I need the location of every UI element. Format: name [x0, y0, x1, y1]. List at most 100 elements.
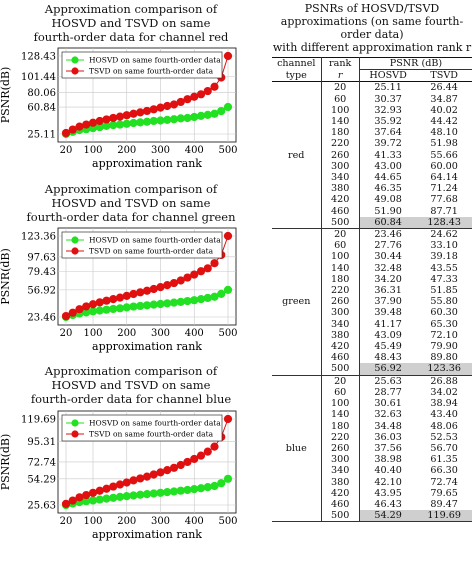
hosvd-cell: 46.35: [374, 183, 402, 195]
table-row: red 20 25.11 26.44: [272, 81, 472, 230]
chart-title-line: Approximation comparison of: [44, 2, 218, 16]
tsvd-cell: 48.10: [430, 127, 458, 139]
tsvd-cell: 71.24: [430, 183, 458, 195]
data-point: [163, 488, 172, 497]
data-point: [136, 490, 145, 499]
table-row: 180 34.48 48.06: [272, 420, 472, 432]
data-point: [210, 109, 219, 118]
data-point: [136, 288, 145, 297]
chart-title-line: HOSVD and TSVD on same: [51, 196, 211, 210]
tsvd-cell: 72.74: [430, 476, 458, 488]
legend-label: TSVD on same fourth-order data: [89, 67, 214, 76]
x-tick-label: 500: [218, 145, 237, 156]
data-point: [169, 487, 179, 496]
rank-cell: 260: [321, 296, 360, 308]
data-point: [190, 296, 199, 305]
tsvd-cell: 51.85: [430, 285, 458, 297]
data-point: [169, 115, 179, 124]
table-row: 460 51.90 87.71: [272, 205, 472, 217]
data-point: [163, 281, 172, 290]
x-tick-label: 300: [151, 516, 170, 527]
data-point: [102, 121, 111, 130]
y-tick-label: 56.92: [27, 285, 56, 296]
data-point: [129, 289, 138, 299]
data-point: [102, 484, 111, 493]
chart-title-line: fourth-order data for channel red: [33, 30, 229, 44]
legend-label: HOSVD on same fourth-order data: [89, 236, 221, 245]
data-point: [88, 118, 98, 127]
table-title-line: approximations (on same fourth-order dat…: [280, 15, 464, 41]
table-row: 420 49.08 77.68: [272, 194, 472, 206]
data-point: [190, 112, 199, 122]
data-point: [183, 485, 192, 495]
data-point: [122, 111, 131, 120]
data-point: [95, 495, 104, 504]
data-point: [196, 111, 206, 121]
data-point: [210, 442, 219, 451]
tsvd-cell: 79.65: [430, 487, 458, 499]
data-point: [156, 468, 165, 477]
y-tick-label: 123.36: [21, 232, 56, 243]
data-point: [149, 284, 158, 294]
header-tsvd: TSVD: [430, 70, 458, 82]
table-row: green 20 23.46 24.62: [272, 228, 472, 376]
hosvd-cell: 28.77: [374, 386, 402, 398]
data-point: [196, 267, 206, 276]
rank-cell: 300: [321, 454, 360, 466]
data-point: [82, 490, 91, 500]
data-point: [176, 276, 185, 285]
data-point: [183, 95, 192, 104]
tsvd-cell: 52.53: [430, 431, 458, 443]
data-point: [61, 128, 71, 138]
tsvd-cell: 26.44: [430, 82, 458, 94]
header-rank: rank: [321, 57, 360, 70]
chart-title-line: fourth-order data for channel blue: [30, 392, 232, 406]
rank-cell: 340: [321, 318, 360, 330]
rank-cell: 140: [321, 116, 360, 128]
hosvd-cell: 51.90: [374, 205, 402, 217]
tsvd-cell: 24.62: [430, 229, 458, 241]
data-point: [61, 311, 71, 321]
table-row: 380 43.09 72.10: [272, 329, 472, 342]
y-axis-label: PSNR(dB): [0, 434, 12, 491]
rank-cell: 20: [321, 375, 360, 387]
psnr-table-panel: PSNRs of HOSVD/TSVD approximations (on s…: [270, 0, 474, 523]
rank-cell: 380: [321, 329, 360, 342]
data-point: [82, 497, 91, 506]
data-point: [142, 489, 152, 499]
data-point: [115, 120, 125, 129]
rank-cell: 220: [321, 138, 360, 150]
hosvd-cell: 40.40: [374, 465, 402, 477]
hosvd-cell: 37.90: [374, 296, 402, 308]
x-tick-label: 300: [151, 145, 170, 156]
tsvd-cell: 61.35: [430, 454, 458, 466]
y-tick-label: 54.29: [27, 474, 56, 485]
tsvd-cell: 60.30: [430, 307, 458, 319]
data-point: [129, 491, 138, 500]
table-title-text: with different approximation rank r: [272, 41, 472, 54]
hosvd-cell: 35.92: [374, 116, 402, 128]
data-point: [109, 304, 118, 314]
hosvd-cell: 41.33: [374, 149, 402, 161]
data-point: [183, 273, 192, 282]
hosvd-cell: 37.56: [374, 442, 402, 454]
table-row: 60 27.76 33.10: [272, 240, 472, 252]
data-point: [203, 483, 212, 492]
data-point: [122, 291, 131, 300]
hosvd-cell: 30.44: [374, 251, 402, 263]
rank-cell: 260: [321, 442, 360, 455]
legend-label: HOSVD on same fourth-order data: [89, 56, 221, 65]
rank-cell: 420: [321, 194, 360, 206]
tsvd-cell: 55.80: [430, 296, 458, 308]
data-point: [129, 302, 138, 311]
table-row: 340 41.17 65.30: [272, 318, 472, 330]
hosvd-cell: 32.63: [374, 409, 402, 421]
data-point: [223, 231, 233, 241]
tsvd-cell: 123.36: [416, 363, 472, 376]
y-tick-label: 128.43: [21, 52, 56, 63]
data-point: [109, 295, 118, 304]
hosvd-cell: 32.93: [374, 104, 402, 116]
data-point: [223, 474, 233, 483]
chart-title-red: Approximation comparison of HOSVD and TS…: [0, 2, 262, 44]
data-point: [190, 270, 199, 279]
